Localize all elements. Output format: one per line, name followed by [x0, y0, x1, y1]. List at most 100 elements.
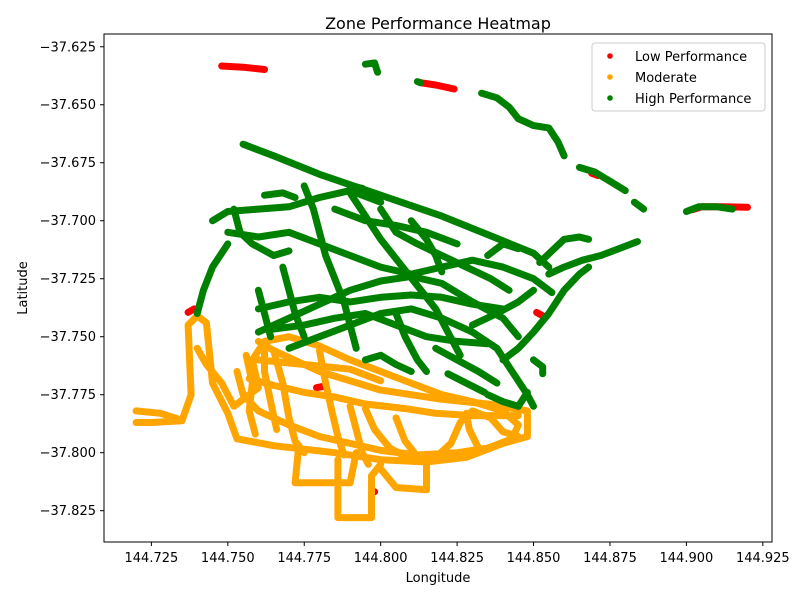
series-1-point-11-7 — [469, 412, 476, 419]
series-1-point-9-1 — [392, 484, 400, 491]
x-tick-label-8: 144.925 — [736, 551, 790, 566]
series-1-point-3-0 — [270, 347, 277, 354]
series-1-point-2-3 — [230, 403, 238, 410]
x-tick-label-7: 144.900 — [660, 551, 714, 566]
series-2 — [193, 59, 736, 410]
series-2-point-34-2 — [515, 245, 522, 252]
series-1-point-2-9 — [346, 356, 354, 364]
series-2-point-13-2 — [377, 236, 384, 243]
series-2-point-6-3 — [377, 192, 384, 199]
series-2-point-26-4 — [453, 240, 461, 248]
series-1-point-14-1 — [466, 426, 473, 433]
series-1-point-7-3 — [408, 456, 415, 463]
series-2-point-11-7 — [493, 345, 501, 352]
series-1-point-0-16 — [524, 433, 531, 440]
series-2-track-18 — [432, 344, 501, 387]
plot-frame — [103, 33, 773, 543]
series-1-track-6 — [291, 449, 360, 487]
series-2-point-27-1 — [377, 352, 384, 359]
series-2-point-14-1 — [392, 229, 400, 236]
series-2-point-2-3 — [515, 115, 522, 122]
x-tick-label-1: 144.750 — [201, 551, 255, 566]
series-1-point-9-0 — [377, 465, 384, 473]
series-2-point-32-0 — [264, 326, 271, 333]
series-2-point-28-1 — [279, 189, 286, 197]
series-2-track-24 — [468, 286, 537, 329]
series-2-point-13-5 — [432, 305, 439, 313]
series-2-point-34-1 — [499, 240, 507, 248]
series-1-point-2-20 — [377, 447, 384, 454]
series-2-point-9-2 — [209, 263, 216, 271]
series-1-point-4-0 — [316, 347, 323, 354]
series-1-point-13-0 — [392, 414, 400, 422]
series-1-point-0-4 — [184, 321, 192, 329]
series-1-point-0-7 — [209, 379, 216, 387]
y-axis: −37.625 −37.650 −37.675 −37.700 −37.725 −37.7… — [40, 40, 104, 519]
series-2-point-4-1 — [640, 205, 647, 213]
series-1-track-12 — [242, 351, 259, 438]
series-2-track-12 — [300, 182, 360, 352]
series-2-point-27-3 — [408, 368, 415, 375]
series-2-point-22-2 — [579, 257, 586, 264]
series-1-point-9-3 — [423, 461, 430, 468]
series-2-point-22-1 — [560, 263, 568, 271]
series-1-point-14-2 — [475, 444, 482, 452]
series-1-point-10-3 — [273, 426, 280, 433]
series-2-point-8-10 — [530, 275, 537, 282]
series-2-point-0-2 — [374, 69, 381, 76]
series-2-point-31-4 — [377, 294, 384, 301]
series-1-point-5-2 — [359, 449, 366, 456]
series-2-point-11-0 — [285, 345, 293, 352]
series-2-point-12-4 — [331, 275, 338, 282]
series-2-point-26-0 — [331, 205, 338, 213]
series-2-point-12-3 — [322, 252, 329, 259]
series-2-point-18-0 — [432, 345, 439, 352]
series-1-point-0-14 — [463, 454, 470, 461]
series-2-point-22-3 — [597, 252, 604, 259]
series-2-point-28-0 — [261, 192, 268, 199]
series-1-point-0-17 — [524, 407, 531, 415]
series-2-track-8 — [224, 228, 556, 297]
series-2-point-30-0 — [444, 370, 452, 377]
series-2-track-19 — [484, 388, 531, 410]
series-2-point-10-9 — [515, 333, 522, 340]
y-tick-label-3: −37.700 — [40, 214, 96, 229]
series-2-point-25-1 — [236, 229, 244, 236]
series-2-point-29-0 — [346, 182, 354, 190]
series-2-point-7-1 — [224, 208, 231, 215]
series-2-point-27-2 — [392, 361, 400, 368]
series-2-point-3-0 — [576, 164, 583, 171]
series-1-track-9 — [377, 460, 430, 494]
y-tick-label-8: −37.825 — [40, 504, 96, 519]
series-2-point-5-3 — [729, 205, 736, 213]
series-2-point-21-1 — [548, 247, 556, 255]
series-2-point-6-5 — [484, 231, 491, 238]
series-2-point-5-0 — [683, 208, 690, 215]
series-2-point-24-1 — [493, 310, 501, 317]
series-1-point-0-10 — [270, 442, 277, 449]
series-1-point-0-9 — [233, 435, 241, 442]
x-tick-label-4: 144.825 — [430, 551, 484, 566]
series-2-point-8-4 — [346, 252, 354, 259]
series-2-point-23-5 — [576, 270, 583, 278]
series-2-point-2-0 — [478, 90, 485, 97]
series-1-point-7-1 — [371, 426, 378, 433]
series-2-point-30-1 — [463, 379, 470, 387]
series-2-point-4-0 — [631, 199, 638, 206]
series-2-point-10-3 — [346, 287, 354, 294]
series-2-point-31-3 — [346, 298, 354, 306]
series-2-point-10-6 — [438, 280, 445, 287]
series-2-point-9-0 — [194, 310, 201, 317]
series-2-point-26-1 — [362, 217, 369, 224]
series-2-point-13-3 — [395, 259, 403, 266]
series-0-point-3-0 — [184, 309, 192, 316]
series-1-point-2-12 — [438, 391, 445, 398]
series-0-point-5-0 — [313, 384, 320, 391]
series-2-point-21-3 — [576, 233, 583, 241]
series-2-point-7-6 — [377, 199, 384, 206]
series-2-point-14-3 — [438, 252, 445, 259]
series-2-point-28-2 — [291, 194, 299, 201]
series-1-point-2-25 — [239, 391, 247, 398]
series-0-point-1-2 — [450, 85, 458, 93]
